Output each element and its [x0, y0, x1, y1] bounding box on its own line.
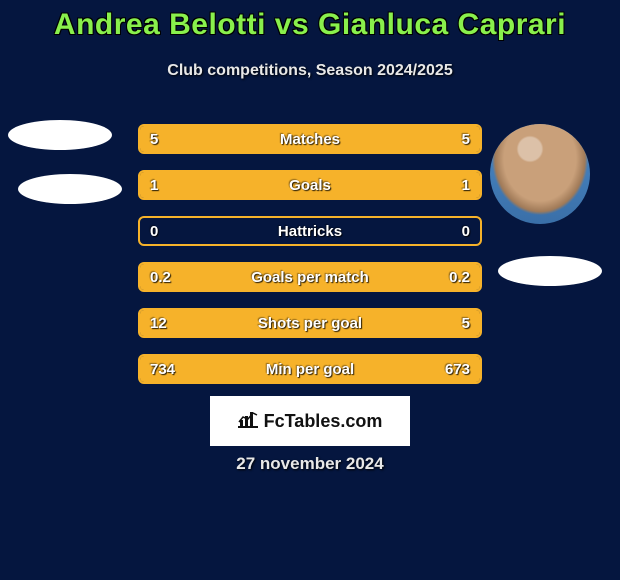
stat-row: 0.2Goals per match0.2 [138, 262, 482, 292]
stat-value-right: 5 [462, 126, 470, 152]
avatar-face [490, 124, 590, 224]
stat-row: 5Matches5 [138, 124, 482, 154]
stat-value-right: 673 [445, 356, 470, 382]
stat-value-right: 1 [462, 172, 470, 198]
stat-label: Goals [140, 172, 480, 198]
stat-row: 1Goals1 [138, 170, 482, 200]
decorative-oval [18, 174, 122, 204]
stat-label: Min per goal [140, 356, 480, 382]
stat-value-right: 0.2 [449, 264, 470, 290]
logo-box: FcTables.com [210, 396, 410, 446]
logo-text: FcTables.com [264, 411, 383, 432]
stat-row: 12Shots per goal5 [138, 308, 482, 338]
decorative-oval [498, 256, 602, 286]
comparison-infographic: Andrea Belotti vs Gianluca Caprari Club … [0, 0, 620, 580]
stat-value-right: 0 [462, 218, 470, 244]
stat-label: Goals per match [140, 264, 480, 290]
date-label: 27 november 2024 [0, 454, 620, 474]
stat-label: Hattricks [140, 218, 480, 244]
stat-row: 0Hattricks0 [138, 216, 482, 246]
decorative-oval [8, 120, 112, 150]
stat-rows: 5Matches51Goals10Hattricks00.2Goals per … [138, 124, 482, 400]
page-title: Andrea Belotti vs Gianluca Caprari [0, 8, 620, 42]
chart-icon [238, 410, 258, 433]
stat-label: Shots per goal [140, 310, 480, 336]
page-subtitle: Club competitions, Season 2024/2025 [0, 62, 620, 80]
stat-label: Matches [140, 126, 480, 152]
stat-row: 734Min per goal673 [138, 354, 482, 384]
avatar-right [490, 124, 590, 224]
stat-value-right: 5 [462, 310, 470, 336]
